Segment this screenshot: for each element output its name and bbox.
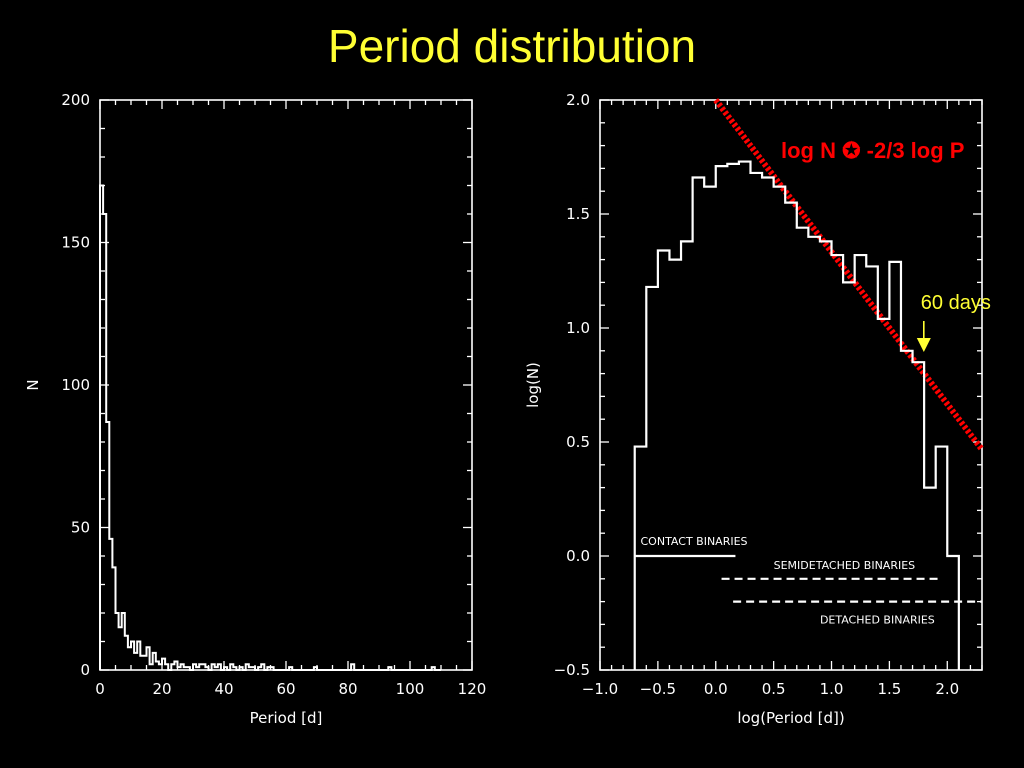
x-axis-title: Period [d] — [250, 709, 323, 727]
x-tick-label: −1.0 — [582, 680, 618, 698]
x-tick-label: 0.5 — [762, 680, 786, 698]
y-tick-label: −0.5 — [554, 661, 590, 679]
log-histogram-series — [633, 160, 960, 670]
x-tick-label: 2.0 — [935, 680, 959, 698]
left-histogram-panel: 0 20 40 60 80 100 120 0 50 100 150 200 Period [d] N — [24, 91, 486, 727]
x-tick-label: 80 — [338, 680, 357, 698]
range-label-detached-binaries: DETACHED BINARIES — [820, 614, 935, 627]
page-title: Period distribution — [327, 20, 697, 72]
x-tick-label: 0.0 — [704, 680, 728, 698]
y-tick-label: 2.0 — [566, 91, 590, 109]
x-tick-label: 1.5 — [877, 680, 901, 698]
plot-frame — [99, 99, 473, 671]
x-tick-label: −0.5 — [640, 680, 676, 698]
x-tick-label: 20 — [152, 680, 171, 698]
y-tick-label: 100 — [61, 376, 90, 394]
y-axis-title: N — [24, 379, 42, 390]
y-tick-label: 0.0 — [566, 547, 590, 565]
marker-label-60-days: 60 days — [921, 292, 991, 314]
period-histogram-series — [99, 184, 441, 671]
y-tick-label: 50 — [71, 519, 90, 537]
x-tick-label: 100 — [396, 680, 425, 698]
fit-label: log N ✪ -2/3 log P — [781, 138, 964, 163]
x-tick-label: 60 — [276, 680, 295, 698]
y-tick-label: 150 — [61, 234, 90, 252]
y-axis-title: log(N) — [524, 362, 542, 408]
y-tick-label: 1.5 — [566, 205, 590, 223]
y-tick-label: 1.0 — [566, 319, 590, 337]
x-tick-label: 40 — [214, 680, 233, 698]
right-loglog-panel: −1.0 −0.5 0.0 0.5 1.0 1.5 2.0−0.50.00.51.01.52… — [524, 91, 991, 727]
y-tick-label: 0.5 — [566, 433, 590, 451]
range-label-semidetached-binaries: SEMIDETACHED BINARIES — [774, 559, 916, 572]
x-axis-title: log(Period [d]) — [737, 709, 844, 727]
y-tick-label: 0 — [80, 661, 90, 679]
x-tick-label: 0 — [95, 680, 105, 698]
x-tick-label: 120 — [458, 680, 487, 698]
x-tick-label: 1.0 — [820, 680, 844, 698]
marker-arrow-head — [916, 338, 931, 352]
plot-frame — [599, 99, 983, 671]
range-label-contact-binaries: CONTACT BINARIES — [641, 535, 748, 548]
fit-line — [713, 98, 985, 452]
y-tick-label: 200 — [61, 91, 90, 109]
